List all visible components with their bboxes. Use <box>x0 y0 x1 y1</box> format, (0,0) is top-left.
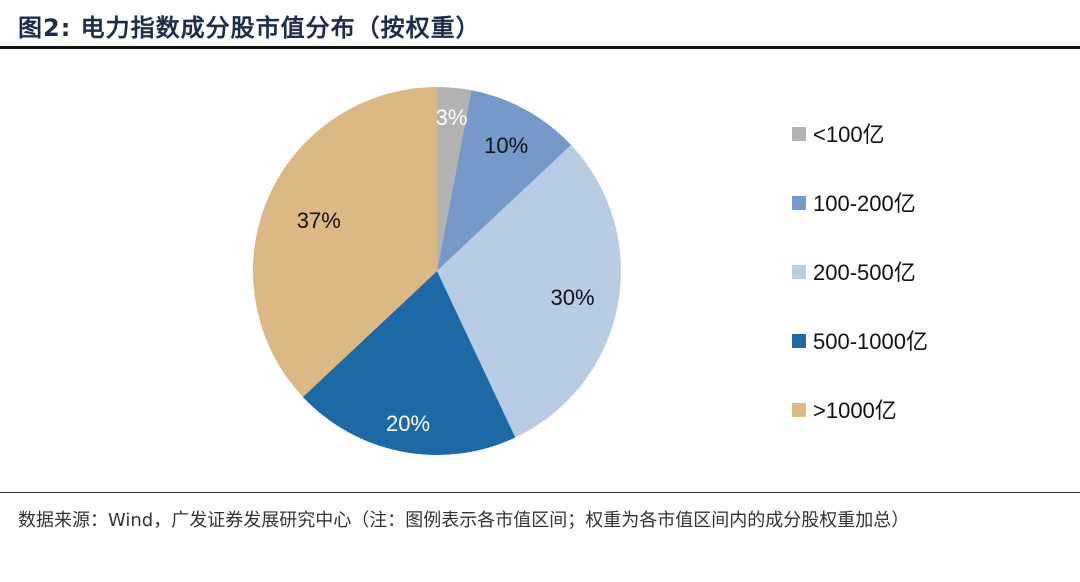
legend-swatch <box>792 196 806 210</box>
pie-slice-4 <box>253 87 437 397</box>
pie-slice-2 <box>437 145 622 438</box>
legend-label: 100-200亿 <box>813 191 916 216</box>
legend-label: 500-1000亿 <box>813 329 928 354</box>
pie-chart: 3% 10% 30% 20% 37% <100亿 100-200亿 200-500亿 500-… <box>253 87 928 456</box>
legend-swatch <box>792 403 806 417</box>
legend-swatch <box>792 265 806 279</box>
legend-label: 200-500亿 <box>813 260 916 285</box>
slice-label: 3% <box>436 105 468 130</box>
slice-label: 10% <box>484 133 528 158</box>
source-note: 数据来源：Wind，广发证券发展研究中心（注：图例表示各市值区间；权重为各市值区… <box>18 510 910 531</box>
slice-label: 30% <box>551 285 595 310</box>
pie-slice-0 <box>437 87 472 271</box>
pie-slice-3 <box>302 271 516 456</box>
title-divider <box>0 46 1080 49</box>
legend-swatch <box>792 127 806 141</box>
slice-label: 37% <box>297 208 341 233</box>
pie-slice-1 <box>437 90 572 271</box>
legend-swatch <box>792 334 806 348</box>
footer-divider <box>0 492 1080 493</box>
chart-title: 图2: 电力指数成分股市值分布（按权重） <box>18 14 481 42</box>
legend-label: <100亿 <box>813 122 885 147</box>
legend-label: >1000亿 <box>813 398 897 423</box>
slice-label: 20% <box>386 411 430 436</box>
